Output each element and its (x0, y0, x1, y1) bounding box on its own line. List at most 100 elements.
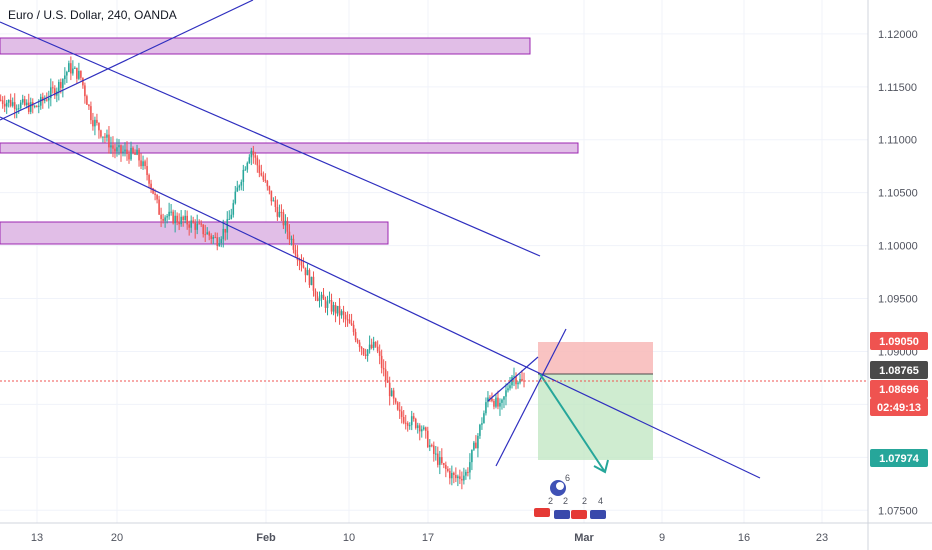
x-tick-label: 13 (31, 532, 43, 544)
x-tick-label: Mar (574, 532, 594, 544)
candle-body (150, 183, 152, 189)
wedge-line-lower[interactable] (495, 328, 567, 467)
candle-body (58, 82, 60, 92)
economic-events[interactable]: 6 2 2 2 4 (534, 473, 606, 519)
candle-body (128, 153, 130, 160)
x-tick-label: 20 (111, 532, 123, 544)
candle-body (292, 238, 295, 250)
candle-body (499, 402, 501, 407)
candle-body (21, 99, 24, 103)
candle-body (276, 206, 279, 217)
candle-body (485, 402, 487, 414)
candle-body (406, 423, 409, 426)
candle-body (234, 191, 237, 204)
candle-body (280, 211, 283, 213)
candle-body (477, 435, 479, 449)
candle-body (152, 188, 154, 194)
resistance-zones[interactable] (0, 37, 579, 245)
event-flag-us-2[interactable] (554, 510, 570, 519)
candle-body (72, 68, 74, 74)
candle-body (290, 238, 293, 240)
candle-body (148, 175, 150, 184)
candle-body (140, 160, 142, 167)
candle-body (358, 342, 361, 348)
candle-body (320, 294, 323, 299)
candle-body (192, 220, 194, 223)
event-flag-us-1[interactable] (534, 508, 550, 517)
candle-body (372, 341, 375, 349)
candle-body (170, 211, 172, 213)
candle-body (296, 254, 299, 260)
zone-upper[interactable] (0, 37, 531, 55)
candle-body (487, 397, 489, 403)
candle-body (166, 216, 168, 218)
event-flag-us-4[interactable] (590, 510, 606, 519)
candle-body (489, 397, 491, 399)
position-stop-zone[interactable] (538, 342, 653, 374)
short-position-tool[interactable] (538, 342, 653, 460)
candle-body (78, 70, 80, 79)
position-target-zone[interactable] (538, 374, 653, 460)
candle-body (74, 67, 76, 69)
event-count-4: 4 (598, 496, 603, 506)
candle-body (326, 301, 329, 308)
candle-body (218, 243, 221, 246)
candle-body (226, 219, 229, 233)
zone-middle[interactable] (0, 142, 579, 154)
candle-body (513, 376, 515, 378)
candle-body (286, 220, 289, 232)
candle-body (501, 399, 503, 403)
zone-lower[interactable] (0, 221, 389, 245)
candle-body (48, 98, 50, 101)
event-count-top: 6 (565, 473, 570, 483)
candle-body (479, 424, 481, 436)
candle-body (76, 67, 78, 79)
candle-body (70, 63, 72, 74)
candle-body (408, 425, 411, 427)
trendline-rising[interactable] (0, 0, 254, 121)
candle-body (66, 71, 68, 76)
candle-body (9, 100, 12, 106)
chart-title: Euro / U.S. Dollar, 240, OANDA (8, 8, 177, 22)
candle-body (392, 390, 395, 399)
candle-body (352, 324, 355, 333)
candle-body (108, 134, 110, 148)
time-axis[interactable]: 13 20 Feb 10 17 Mar 9 16 23 (31, 532, 828, 544)
candle-body (202, 224, 205, 235)
wedge-line-upper[interactable] (487, 356, 539, 402)
candle-body (404, 422, 407, 424)
event-flag-us-3[interactable] (571, 510, 587, 519)
candle-body (11, 102, 14, 106)
candle-body (29, 102, 32, 112)
event-count-1: 2 (548, 496, 553, 506)
candle-body (495, 397, 497, 407)
candle-body (162, 218, 164, 221)
trendline-channel-upper[interactable] (0, 21, 541, 257)
candle-body (186, 215, 188, 225)
candle-body (136, 149, 138, 155)
y-tick-label: 1.10000 (878, 241, 918, 253)
candle-body (256, 157, 259, 166)
candle-body (342, 311, 345, 315)
candle-body (200, 223, 202, 225)
candle-body (314, 290, 317, 297)
candle-body (248, 157, 251, 163)
candle-body (194, 222, 196, 230)
candle-body (505, 390, 507, 397)
candle-body (507, 388, 509, 391)
trend-lines[interactable] (0, 0, 868, 479)
candle-body (439, 457, 441, 465)
candle-body (27, 102, 30, 112)
candle-body (384, 369, 387, 381)
price-axis[interactable]: 1.12000 1.11500 1.11000 1.10500 1.10000 1.095… (878, 29, 918, 517)
candle-body (64, 75, 66, 80)
price-tag-label: 02:49:13 (877, 402, 921, 414)
candle-body (84, 85, 86, 97)
y-tick-label: 1.11500 (878, 82, 917, 94)
candle-body (120, 145, 122, 153)
candle-body (13, 102, 16, 110)
price-tag-label: 1.08696 (879, 384, 919, 396)
trendline-channel-lower[interactable] (0, 116, 761, 479)
candle-body (394, 398, 397, 403)
